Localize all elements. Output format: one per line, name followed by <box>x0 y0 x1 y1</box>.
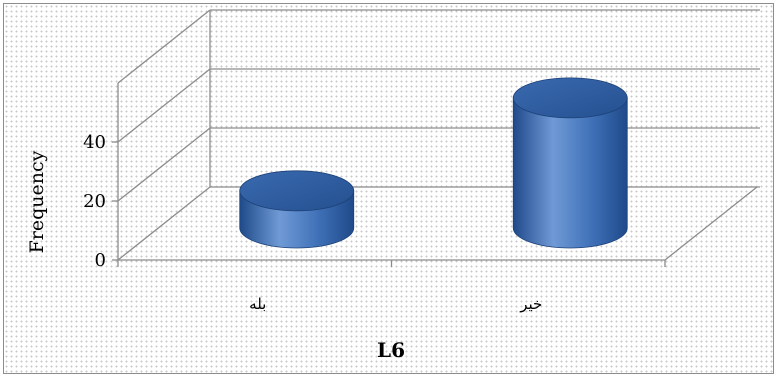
chart-area <box>3 3 774 374</box>
gridline-side-0 <box>117 186 211 261</box>
axes <box>112 10 758 267</box>
bars <box>239 77 628 249</box>
bar-top <box>239 170 355 212</box>
y-tick-label: 40 <box>83 132 106 153</box>
x-category-label: بله <box>249 295 266 313</box>
bar-body <box>512 97 628 249</box>
labels: Frequency L6 0 20 40 بله خیر <box>26 132 542 362</box>
y-tick-label: 0 <box>95 250 106 271</box>
y-axis-title: Frequency <box>26 150 48 253</box>
x-category-label: خیر <box>519 295 542 313</box>
y-tick-label: 20 <box>83 191 106 212</box>
gridline-side-2 <box>117 68 211 143</box>
grid-lines <box>117 9 760 261</box>
x-axis-title: L6 <box>377 338 405 362</box>
gridline-side-3 <box>117 9 211 84</box>
floor-right-edge <box>664 186 758 261</box>
bar-top <box>512 77 628 119</box>
bar-1 <box>512 77 628 249</box>
gridline-side-1 <box>117 127 211 202</box>
bar-0 <box>239 170 355 249</box>
